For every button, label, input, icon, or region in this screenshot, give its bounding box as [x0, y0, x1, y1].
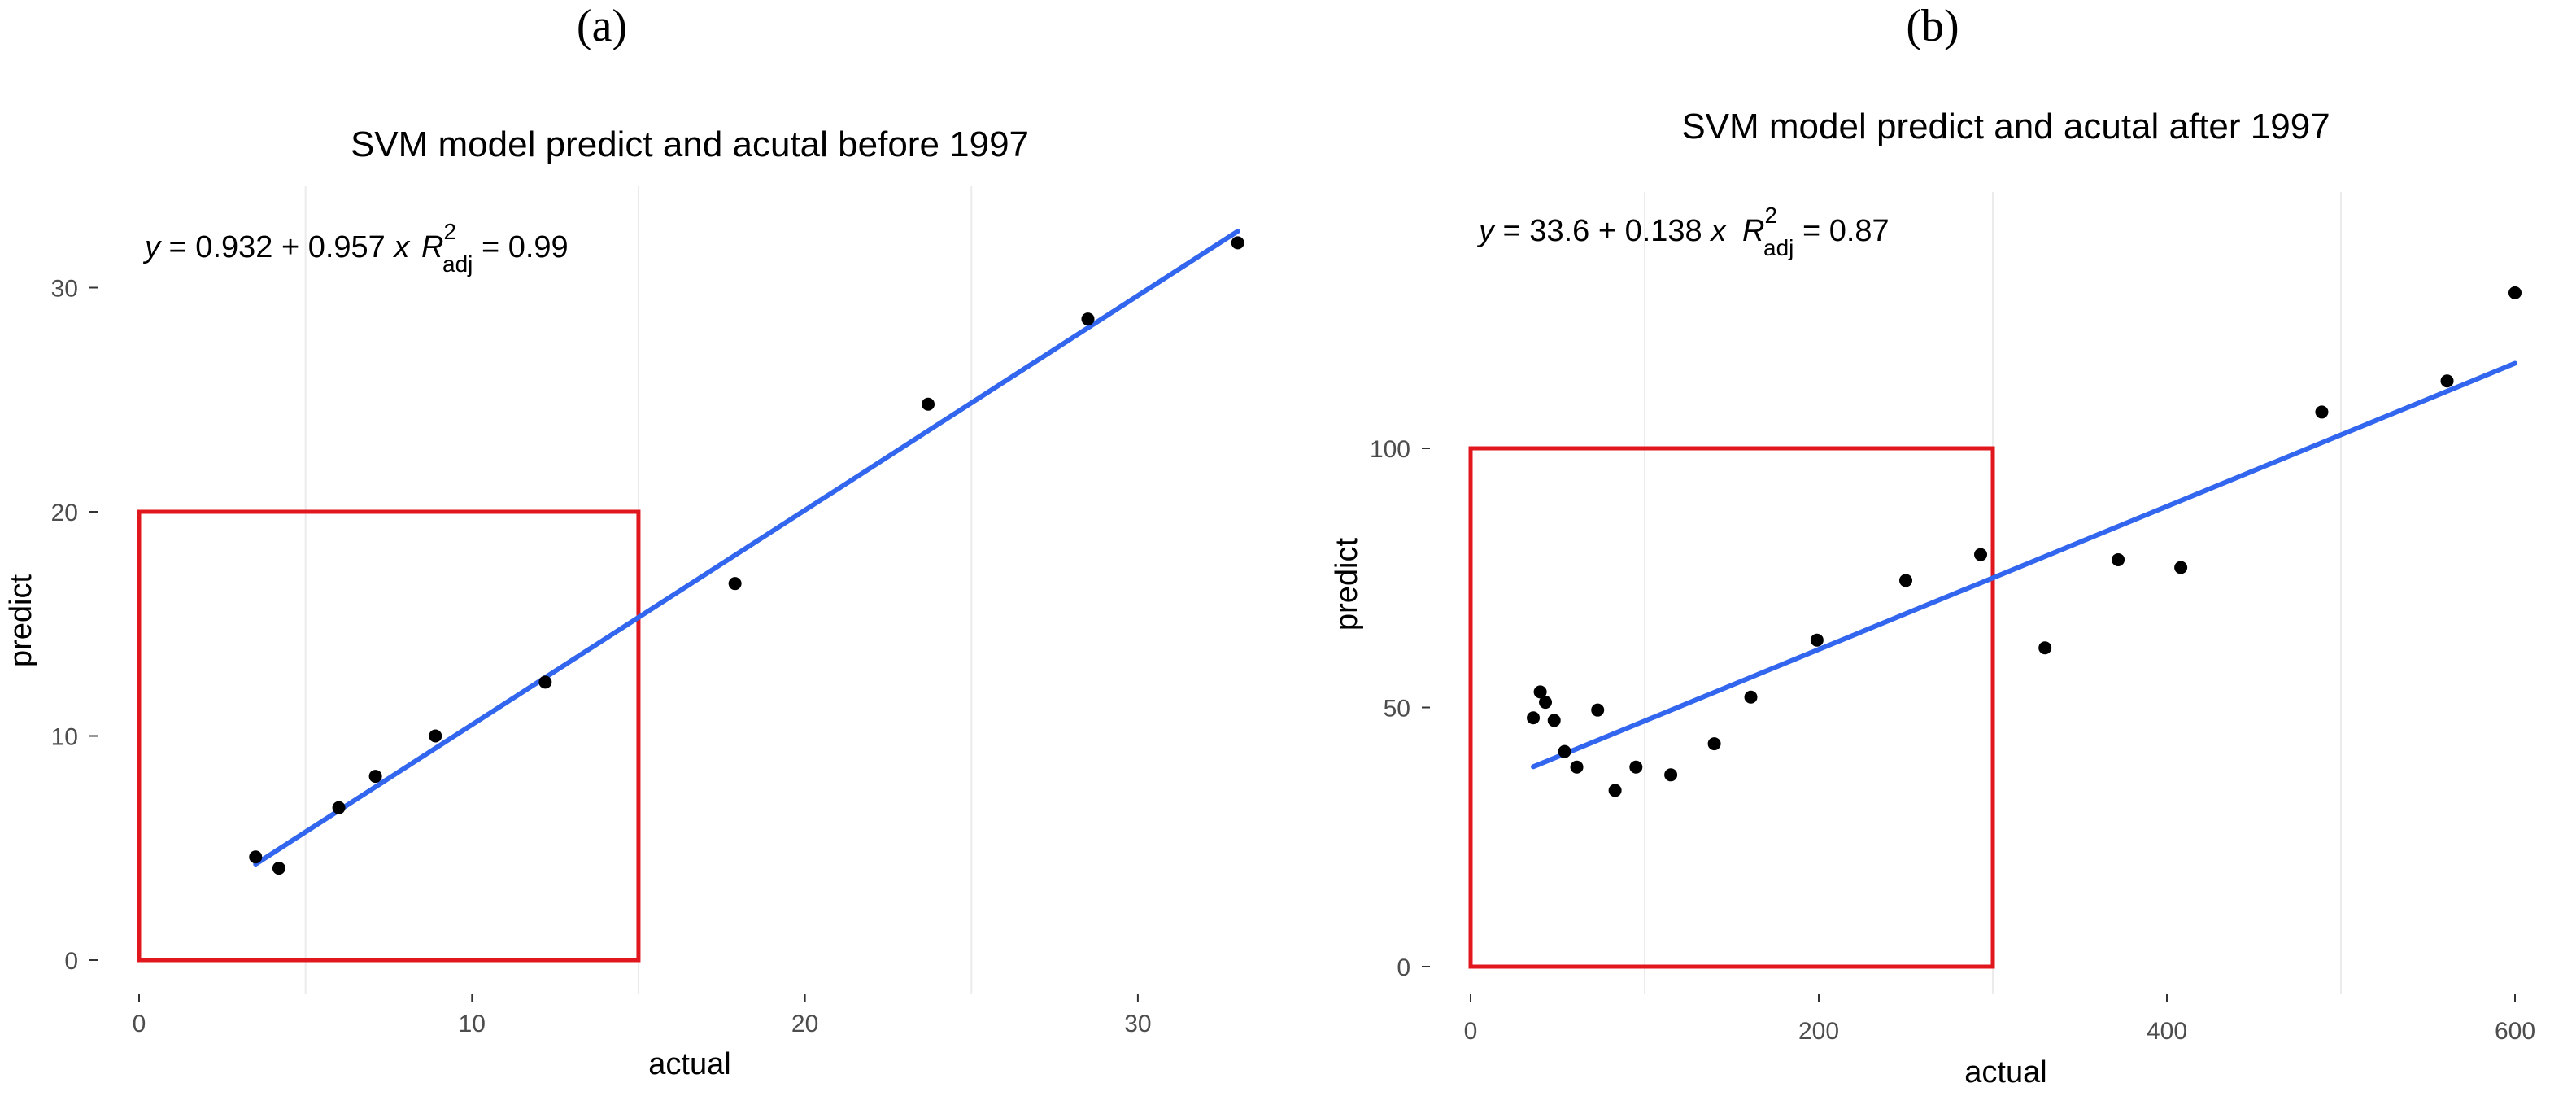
y-tick-label: 50 — [1384, 696, 1410, 723]
x-tick-label: 20 — [791, 1011, 818, 1037]
data-point — [1539, 696, 1553, 710]
panel-b-xlabel: actual — [1964, 1055, 2046, 1089]
y-tick-label: 0 — [1397, 954, 1410, 981]
highlight-box — [137, 509, 641, 963]
panel-b-equation: y = 33.6 + 0.138 x — [1476, 214, 1728, 248]
regression-line — [1531, 360, 2517, 770]
panel-a-eq-var: x — [392, 230, 411, 264]
x-tick-label: 200 — [1798, 1018, 1839, 1045]
x-tick-label: 0 — [1464, 1018, 1478, 1045]
x-tick-label: 400 — [2147, 1018, 2187, 1045]
regression-line — [253, 229, 1240, 867]
panel-a: (a) SVM model predict and acutal before … — [4, 1, 1244, 1081]
data-point — [1547, 714, 1561, 727]
data-point — [2038, 641, 2052, 655]
panel-b-points — [1527, 286, 2522, 797]
panel-b-r2-sup: 2 — [1764, 203, 1777, 228]
panel-b-r2: R2 adj = 0.87 — [1742, 203, 1890, 260]
panel-b-eq-lhs: y — [1476, 214, 1496, 248]
panel-a-points — [249, 236, 1244, 875]
panel-a-r2-sup: 2 — [443, 219, 456, 244]
y-tick-label: 100 — [1370, 436, 1410, 463]
data-point — [1231, 236, 1244, 250]
data-point — [1081, 312, 1095, 326]
x-tick-label: 0 — [133, 1011, 146, 1037]
panel-a-highlight-box — [137, 509, 641, 963]
panel-a-eq-lhs: y — [142, 230, 162, 264]
panel-a-fit-line — [253, 229, 1240, 867]
data-point — [538, 675, 552, 689]
x-tick-label: 600 — [2495, 1018, 2535, 1045]
data-point — [368, 770, 382, 784]
panel-a-equation: y = 0.932 + 0.957 x — [142, 230, 411, 264]
y-tick-label: 20 — [51, 500, 78, 526]
panel-b-highlight-box — [1468, 446, 1995, 969]
data-point — [1974, 548, 1988, 561]
data-point — [1707, 737, 1721, 751]
panel-a-r2-sub: adj — [442, 251, 473, 277]
data-point — [1608, 784, 1622, 797]
panel-a-r2-value: = 0.99 — [473, 230, 568, 264]
x-tick-label: 30 — [1124, 1011, 1151, 1037]
data-point — [1533, 685, 1547, 699]
y-tick-label: 30 — [51, 276, 78, 303]
data-point — [1629, 760, 1643, 774]
data-point — [1899, 574, 1912, 587]
panel-a-title: SVM model predict and acutal before 1997 — [351, 124, 1029, 164]
panel-a-r2-label: R — [421, 230, 443, 264]
panel-b-label: (b) — [1906, 1, 1959, 51]
data-point — [1558, 744, 1571, 758]
data-point — [2508, 286, 2522, 299]
y-tick-label: 0 — [64, 948, 78, 975]
panel-b-fit-line — [1531, 360, 2517, 770]
data-point — [1664, 768, 1678, 782]
panel-a-eq-rhs: = 0.932 + 0.957 — [160, 230, 394, 264]
data-point — [1527, 711, 1541, 725]
panel-b: (b) SVM model predict and acutal after 1… — [1330, 1, 2535, 1089]
data-point — [332, 801, 346, 814]
panel-a-r2: R2 adj = 0.99 — [421, 219, 569, 277]
panel-b-r2-label: R — [1742, 214, 1764, 248]
data-point — [2440, 374, 2454, 388]
data-point — [1744, 690, 1758, 704]
data-point — [2112, 552, 2125, 566]
panel-b-ticks: 0 200 400 600 0 50 100 — [1370, 436, 2535, 1045]
panel-b-ylabel: predict — [1330, 538, 1364, 631]
x-tick-label: 10 — [459, 1011, 486, 1037]
data-point — [249, 850, 263, 864]
panel-b-eq-rhs: = 33.6 + 0.138 — [1494, 214, 1711, 248]
data-point — [922, 397, 935, 411]
panel-b-r2-value: = 0.87 — [1794, 214, 1889, 248]
panel-b-eq-var: x — [1709, 214, 1728, 248]
data-point — [1591, 703, 1605, 717]
data-point — [429, 729, 442, 743]
data-point — [1570, 760, 1584, 774]
data-point — [2174, 561, 2188, 574]
panel-a-ticks: 0 10 20 30 0 10 20 30 — [51, 276, 1152, 1038]
panel-a-label: (a) — [577, 1, 627, 51]
panel-a-xlabel: actual — [648, 1047, 730, 1081]
data-point — [2315, 405, 2329, 419]
data-point — [272, 862, 285, 875]
data-point — [1810, 633, 1824, 647]
panel-b-r2-sub: adj — [1763, 235, 1794, 260]
panel-b-title: SVM model predict and acutal after 1997 — [1681, 107, 2330, 146]
y-tick-label: 10 — [51, 724, 78, 751]
data-point — [728, 577, 742, 591]
highlight-box — [1468, 446, 1995, 969]
panel-a-ylabel: predict — [4, 574, 38, 667]
